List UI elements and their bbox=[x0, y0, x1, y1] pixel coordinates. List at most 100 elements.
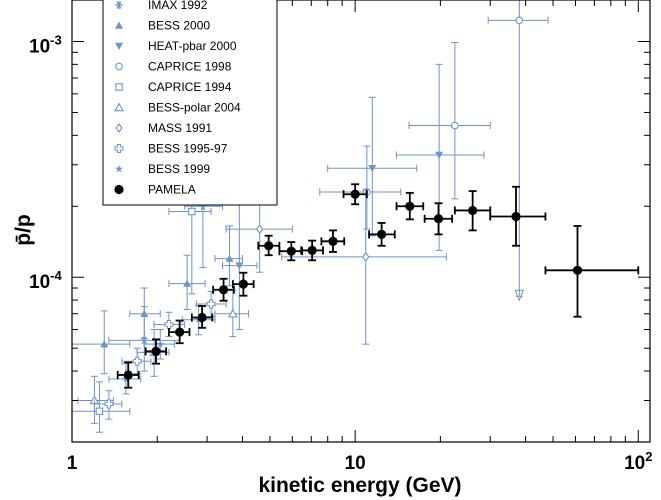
data-point-bess-1995-97 bbox=[93, 390, 123, 420]
marker-circle-filled bbox=[218, 285, 229, 295]
marker-circle-filled bbox=[350, 189, 360, 199]
plot-frame bbox=[71, 0, 651, 443]
data-point-mass-1991 bbox=[281, 189, 447, 345]
legend-marker-star bbox=[115, 165, 123, 173]
legend-item: BESS-polar 2004 bbox=[114, 101, 241, 115]
marker-circle-filled bbox=[468, 205, 478, 216]
marker-circle-filled bbox=[307, 245, 317, 255]
data-point-bess-1999 bbox=[143, 329, 175, 360]
series-caprice-1998 bbox=[319, 0, 549, 297]
marker-triangle-down bbox=[235, 262, 244, 270]
legend-label: BESS 2000 bbox=[148, 19, 210, 33]
data-point-caprice-1998 bbox=[487, 0, 549, 297]
marker-circle-filled bbox=[433, 214, 444, 224]
data-point-pamela bbox=[212, 277, 235, 302]
y-tick-label: 10-3 bbox=[29, 33, 62, 58]
y-axis-title: p̄/p bbox=[12, 214, 35, 246]
marker-circle-filled bbox=[123, 370, 133, 380]
series-pamela bbox=[116, 183, 640, 389]
data-point-pamela bbox=[300, 239, 324, 262]
legend: IMAX 1992 BESS 2000 HEAT-pbar 2000 CAPRICE … bbox=[102, 0, 278, 206]
legend-label: PAMELA bbox=[148, 183, 196, 197]
legend-label: MASS 1991 bbox=[148, 121, 212, 135]
data-point-bess-1999 bbox=[108, 363, 142, 395]
marker-star bbox=[156, 340, 165, 348]
marker-circle-filled bbox=[197, 312, 207, 323]
legend-item: BESS 2000 bbox=[115, 19, 210, 33]
marker-diamond-open bbox=[255, 224, 264, 235]
legend-label: HEAT-pbar 2000 bbox=[148, 39, 237, 53]
marker-diamond-open bbox=[362, 251, 370, 262]
marker-circle-filled bbox=[572, 265, 583, 275]
marker-cross-open bbox=[132, 356, 142, 366]
legend-label: CAPRICE 1994 bbox=[148, 80, 232, 94]
data-point-bess-1995-97 bbox=[195, 290, 227, 318]
marker-square-open bbox=[95, 407, 104, 416]
legend-marker-triangle-up bbox=[115, 21, 123, 29]
marker-circle-filled bbox=[286, 246, 296, 256]
marker-circle-filled bbox=[511, 211, 521, 222]
marker-circle-filled bbox=[151, 346, 161, 356]
data-point-pamela bbox=[231, 271, 255, 297]
data-point-pamela bbox=[368, 222, 396, 247]
data-point-pamela bbox=[116, 361, 140, 389]
data-point-caprice-1998 bbox=[319, 145, 402, 230]
axis-ticks: 1 10 102 10-4 10-3 bbox=[29, 0, 652, 474]
legend-label: CAPRICE 1998 bbox=[148, 60, 232, 74]
legend-item: HEAT-pbar 2000 bbox=[115, 39, 237, 53]
data-point-pamela bbox=[544, 225, 640, 318]
y-tick-label: 10-4 bbox=[29, 268, 62, 293]
series-mass-1991 bbox=[225, 189, 447, 345]
legend-marker-circle-filled bbox=[114, 184, 124, 195]
marker-cross-open bbox=[104, 399, 114, 409]
data-point-bess-polar-2004 bbox=[77, 375, 114, 424]
data-point-bess-polar-2004 bbox=[214, 289, 249, 338]
data-point-bess-2000 bbox=[71, 310, 131, 375]
data-point-bess-2000 bbox=[129, 287, 161, 339]
legend-item: CAPRICE 1998 bbox=[115, 60, 232, 74]
marker-triangle-up bbox=[140, 309, 149, 317]
marker-circle-open bbox=[515, 16, 524, 25]
legend-label: BESS 1999 bbox=[148, 162, 210, 176]
x-tick-label: 1 bbox=[67, 453, 78, 474]
marker-circle-filled bbox=[175, 327, 185, 337]
legend-label: BESS 1995-97 bbox=[148, 142, 228, 156]
legend-label: IMAX 1992 bbox=[148, 0, 208, 12]
legend-item: PAMELA bbox=[114, 183, 196, 197]
data-point-caprice-1994 bbox=[71, 381, 131, 433]
marker-circle-filled bbox=[376, 229, 387, 239]
data-point-pamela bbox=[395, 191, 425, 221]
marker-circle-filled bbox=[264, 241, 274, 251]
legend-marker-square-open bbox=[115, 83, 123, 91]
x-axis-title: kinetic energy (GeV) bbox=[258, 474, 461, 497]
legend-box bbox=[102, 0, 278, 206]
marker-triangle-down bbox=[368, 165, 377, 173]
marker-cross-open bbox=[206, 299, 216, 309]
series-bess-polar-2004 bbox=[77, 289, 249, 424]
data-point-pamela bbox=[320, 229, 346, 253]
marker-triangle-open bbox=[227, 308, 238, 318]
marker-square-open bbox=[188, 207, 196, 216]
data-point-heat-pbar-2000 bbox=[221, 200, 258, 331]
legend-item: CAPRICE 1994 bbox=[115, 80, 232, 94]
marker-circle-filled bbox=[328, 236, 338, 246]
marker-cross-open bbox=[164, 320, 174, 330]
marker-triangle-up bbox=[100, 340, 109, 348]
data-point-bess-1995-97 bbox=[121, 347, 152, 375]
marker-triangle-down bbox=[435, 151, 444, 160]
x-tick-label: 10 bbox=[345, 453, 366, 474]
marker-circle-open bbox=[451, 121, 459, 130]
data-point-bess-2000 bbox=[168, 254, 206, 310]
marker-triangle-up bbox=[183, 279, 192, 287]
data-point-heat-pbar-2000 bbox=[327, 96, 418, 237]
legend-marker-triangle-down bbox=[115, 42, 123, 50]
legend-item: BESS 1999 bbox=[115, 162, 210, 176]
marker-circle-filled bbox=[238, 279, 248, 289]
data-point-caprice-1998 bbox=[408, 42, 491, 200]
data-point-pamela bbox=[423, 202, 453, 236]
data-point-pamela bbox=[342, 183, 368, 206]
legend-marker-diamond-open bbox=[115, 123, 123, 133]
data-point-pamela bbox=[144, 338, 168, 365]
plot-marks bbox=[71, 0, 640, 433]
